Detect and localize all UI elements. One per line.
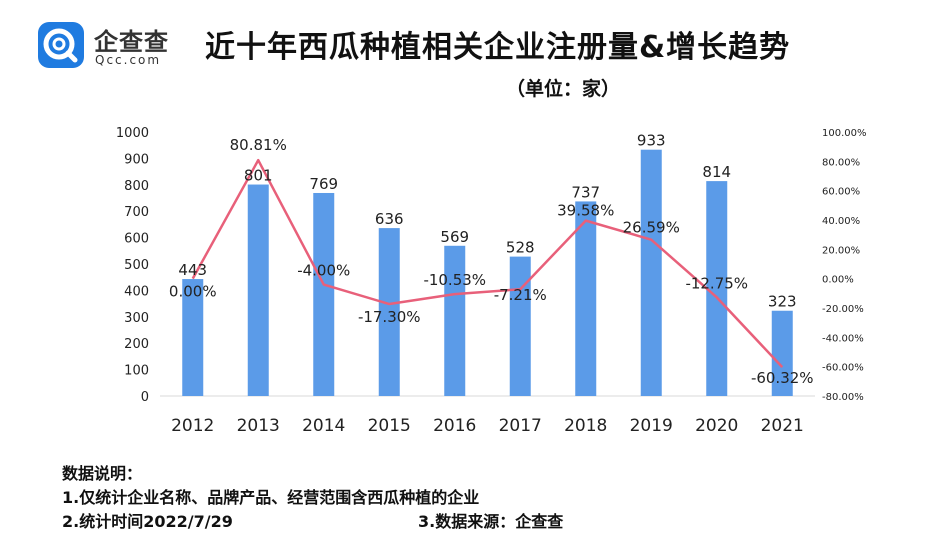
growth-line [191,158,784,368]
bar-value-label: 801 [244,167,273,185]
bar-value-label: 443 [178,261,207,279]
line-value-label: 80.81% [230,136,287,154]
y-left-tick-label: 0 [141,390,149,405]
bar-value-label: 323 [768,293,797,311]
y-right-tick-label: 60.00% [822,187,860,198]
line-value-label: -17.30% [358,308,421,326]
bar-value-label: 569 [440,228,469,246]
bar [640,149,662,396]
y-left-tick-label: 1000 [116,126,149,141]
x-tick-label: 2013 [237,416,280,436]
y-right-tick-label: 20.00% [822,245,860,256]
x-tick-label: 2020 [695,416,738,436]
bar [771,310,793,396]
y-right-tick-label: 0.00% [822,275,854,286]
y-right-tick-label: 40.00% [822,216,860,227]
y-right-tick-label: 100.00% [822,128,867,139]
notes-date: 2.统计时间2022/7/29 [62,512,233,531]
y-right-tick-label: -80.00% [822,392,864,403]
x-tick-label: 2019 [630,416,673,436]
line-value-label: -12.75% [685,274,748,292]
data-notes: 数据说明： 1.仅统计企业名称、品牌产品、经营范围含西瓜种植的企业 2.统计时间… [62,462,563,534]
page-subtitle: （单位：家） [506,78,621,100]
y-right-tick-label: -60.00% [822,363,864,374]
x-tick-label: 2015 [368,416,411,436]
x-tick-label: 2014 [302,416,345,436]
x-tick-label: 2012 [171,416,214,436]
y-left-tick-label: 700 [124,205,149,220]
notes-heading: 数据说明： [62,464,143,483]
line-value-label: 39.58% [557,202,614,220]
y-left-tick-label: 600 [124,232,149,247]
qcc-logo-icon [38,22,84,68]
line-value-label: -60.32% [751,369,814,387]
x-tick-label: 2021 [761,416,804,436]
brand-name: 企查查 [94,28,169,56]
y-left-tick-label: 200 [124,337,149,352]
line-value-label: 0.00% [169,283,217,301]
bar [247,184,269,396]
y-left-tick-label: 800 [124,179,149,194]
notes-source: 3.数据来源：企查查 [418,512,564,531]
y-left-tick-label: 400 [124,284,149,299]
line-value-label: -10.53% [423,271,486,289]
line-value-label: -7.21% [494,286,547,304]
combo-chart: 01002003004005006007008009001000-80.00%-… [116,126,867,436]
bar [706,181,728,396]
y-right-tick-label: -40.00% [822,333,864,344]
bar [313,192,335,396]
y-left-tick-label: 300 [124,311,149,326]
bar-value-label: 528 [506,239,535,257]
x-tick-label: 2016 [433,416,476,436]
x-tick-label: 2017 [499,416,542,436]
bar [378,228,400,396]
line-value-label: 26.59% [623,219,680,237]
y-left-tick-label: 100 [124,364,149,379]
bar-value-label: 737 [571,183,600,201]
bar-value-label: 769 [309,175,338,193]
bar [182,279,204,396]
line-value-label: -4.00% [297,262,350,280]
bar [444,245,466,396]
bar [509,256,531,396]
y-right-tick-label: 80.00% [822,157,860,168]
brand-logo: 企查查 Qcc.com [38,22,188,70]
bar [575,201,597,396]
y-left-tick-label: 500 [124,258,149,273]
bar-value-label: 636 [375,210,404,228]
notes-scope: 1.仅统计企业名称、品牌产品、经营范围含西瓜种植的企业 [62,488,480,507]
bar-value-label: 814 [702,163,731,181]
y-left-tick-label: 900 [124,152,149,167]
brand-domain: Qcc.com [95,53,162,67]
page-title: 近十年西瓜种植相关企业注册量&增长趋势 [205,30,791,65]
bar-value-label: 933 [637,132,666,150]
x-tick-label: 2018 [564,416,607,436]
y-right-tick-label: -20.00% [822,304,864,315]
